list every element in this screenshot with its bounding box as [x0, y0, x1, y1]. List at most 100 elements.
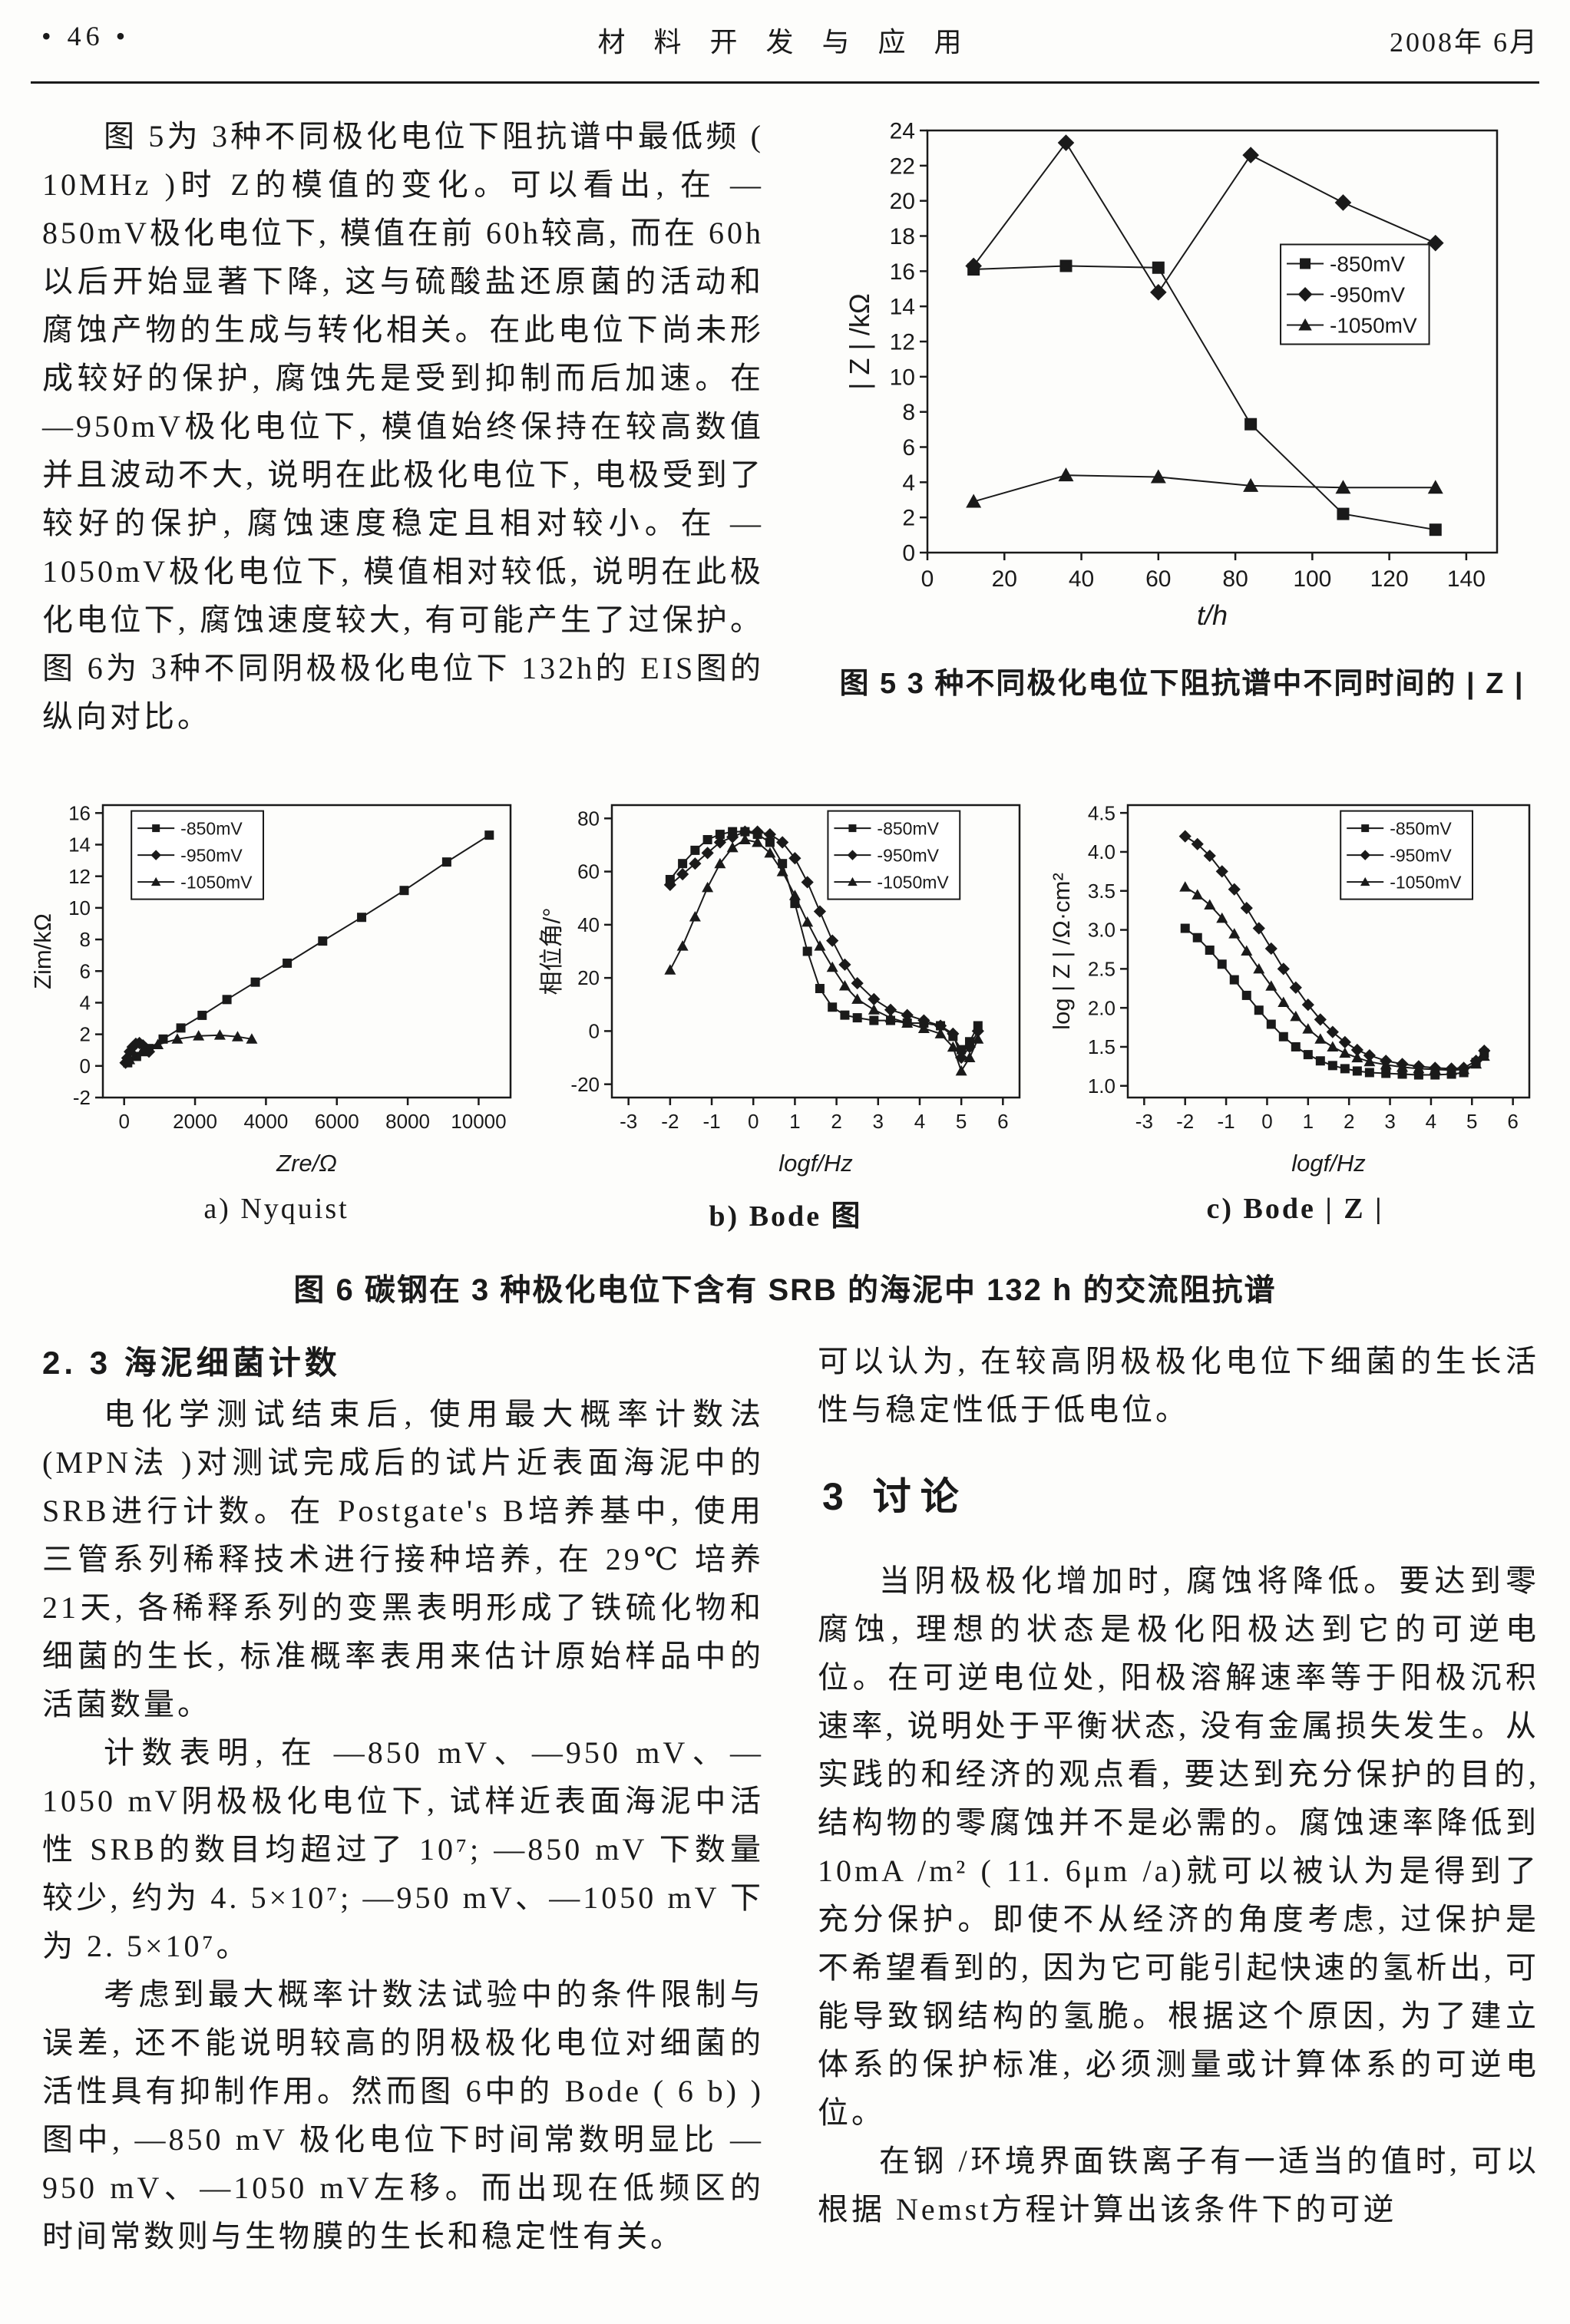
svg-text:120: 120 — [1370, 566, 1409, 592]
svg-text:2: 2 — [902, 506, 915, 531]
svg-text:-1: -1 — [1217, 1110, 1235, 1133]
svg-text:80: 80 — [1222, 566, 1248, 592]
svg-text:4: 4 — [902, 470, 915, 496]
svg-text:10: 10 — [890, 365, 915, 390]
svg-text:-1050mV: -1050mV — [1330, 314, 1417, 338]
svg-text:140: 140 — [1447, 566, 1486, 592]
page-number: • 46 • — [41, 21, 131, 51]
left-column: 2. 3 海泥细菌计数 电化学测试结束后, 使用最大概率计数法 (MPN法 )对… — [42, 1337, 764, 2260]
svg-text:6: 6 — [79, 959, 90, 982]
section-2-3-paragraph-2: 计数表明, 在 —850 mV、—950 mV、—1050 mV阴极极化电位下,… — [42, 1735, 764, 1963]
svg-text:4.5: 4.5 — [1087, 801, 1115, 824]
svg-text:2.5: 2.5 — [1087, 957, 1115, 980]
svg-text:| Z | /kΩ: | Z | /kΩ — [844, 293, 875, 390]
svg-text:4.0: 4.0 — [1087, 840, 1115, 863]
svg-text:80: 80 — [577, 807, 600, 830]
figure6c-label: c) Bode | Z | — [1206, 1193, 1384, 1225]
svg-text:40: 40 — [1069, 566, 1094, 592]
section-2-3-paragraph-3: 考虑到最大概率计数法试验中的条件限制与误差, 还不能说明较高的阴极极化电位对细菌… — [42, 1977, 764, 2253]
svg-text:12: 12 — [890, 330, 915, 355]
svg-text:-850mV: -850mV — [180, 818, 243, 838]
section-2-3-heading: 2. 3 海泥细菌计数 — [42, 1345, 341, 1381]
svg-text:22: 22 — [890, 154, 915, 179]
svg-text:-3: -3 — [620, 1110, 637, 1133]
svg-text:3: 3 — [1384, 1110, 1395, 1133]
svg-text:0: 0 — [902, 541, 915, 566]
svg-text:0: 0 — [79, 1055, 90, 1078]
svg-text:12: 12 — [68, 865, 91, 888]
svg-text:10000: 10000 — [451, 1110, 506, 1133]
figure5-caption: 图 5 3 种不同极化电位下阻抗谱中不同时间的 | Z | — [839, 668, 1525, 700]
svg-text:0: 0 — [589, 1020, 600, 1043]
svg-text:-950mV: -950mV — [1390, 845, 1452, 865]
svg-text:100: 100 — [1293, 566, 1331, 592]
svg-text:相位角/°: 相位角/° — [538, 907, 565, 995]
svg-text:0: 0 — [921, 566, 934, 592]
figure6c-block: -3 -2 -1 0 1 2 3 4 5 6 1.0 1.5 2.0 2.5 3.0 3.5 4.0 4.5 log… — [1046, 794, 1544, 1234]
svg-text:16: 16 — [890, 259, 915, 285]
svg-text:1.5: 1.5 — [1087, 1035, 1115, 1058]
svg-text:8: 8 — [79, 928, 90, 951]
svg-text:3.0: 3.0 — [1087, 919, 1115, 942]
svg-text:0: 0 — [1261, 1110, 1272, 1133]
svg-text:log | Z | /Ω·cm²: log | Z | /Ω·cm² — [1048, 873, 1075, 1030]
svg-text:2: 2 — [831, 1110, 841, 1133]
svg-text:-850mV: -850mV — [1390, 818, 1452, 838]
svg-text:-950mV: -950mV — [877, 845, 939, 865]
svg-text:0: 0 — [118, 1110, 129, 1133]
right-column: 可以认为, 在较高阴极极化电位下细菌的生长活性与稳定性低于低电位。 3 讨论 当… — [818, 1337, 1539, 2260]
svg-text:5: 5 — [1466, 1110, 1477, 1133]
svg-text:5: 5 — [956, 1110, 967, 1133]
svg-text:Zre/Ω: Zre/Ω — [276, 1150, 337, 1177]
svg-text:6: 6 — [1507, 1110, 1518, 1133]
svg-text:logf/Hz: logf/Hz — [778, 1150, 853, 1177]
svg-text:6000: 6000 — [314, 1110, 359, 1133]
svg-text:14: 14 — [890, 295, 915, 320]
svg-text:2: 2 — [79, 1023, 90, 1046]
svg-text:4: 4 — [914, 1110, 925, 1133]
discussion-paragraph-2: 在钢 /环境界面铁离子有一适当的值时, 可以根据 Nemst方程计算出该条件下的… — [818, 2144, 1539, 2227]
figure6a-block: 0 2000 4000 6000 8000 10000 -2 0 2 4 6 8 10 12 14 16 Zre… — [28, 794, 525, 1234]
svg-text:6: 6 — [997, 1110, 1008, 1133]
svg-text:-1050mV: -1050mV — [180, 872, 253, 892]
svg-text:-1: -1 — [702, 1110, 720, 1133]
svg-text:60: 60 — [1145, 566, 1171, 592]
svg-text:20: 20 — [577, 966, 600, 989]
svg-text:-850mV: -850mV — [877, 818, 939, 838]
page-header: • 46 • 材 料 开 发 与 应 用 2008年 6月 — [31, 20, 1539, 58]
svg-text:-1050mV: -1050mV — [1390, 872, 1462, 892]
figure6c-bode-z-chart: -3 -2 -1 0 1 2 3 4 5 6 1.0 1.5 2.0 2.5 3.0 3.5 4.0 4.5 log… — [1046, 794, 1544, 1186]
svg-text:16: 16 — [68, 801, 91, 824]
discussion-paragraph-1: 当阴极极化增加时, 腐蚀将降低。要达到零腐蚀, 理想的状态是极化阳极达到它的可逆… — [818, 1563, 1539, 2130]
svg-text:-850mV: -850mV — [1330, 253, 1405, 276]
figure6b-label: b) Bode 图 — [709, 1200, 863, 1233]
svg-text:-2: -2 — [72, 1086, 90, 1109]
svg-text:4000: 4000 — [243, 1110, 288, 1133]
svg-text:10: 10 — [68, 896, 91, 919]
svg-text:-950mV: -950mV — [1330, 283, 1405, 307]
svg-text:40: 40 — [577, 913, 600, 936]
svg-text:4: 4 — [1425, 1110, 1436, 1133]
intro-paragraph: 图 5为 3种不同极化电位下阻抗谱中最低频 ( 10MHz )时 Z的模值的变化… — [42, 119, 764, 734]
svg-text:20: 20 — [890, 189, 915, 214]
svg-text:-2: -2 — [661, 1110, 679, 1133]
svg-text:24: 24 — [890, 119, 915, 144]
svg-text:8000: 8000 — [385, 1110, 430, 1133]
svg-text:14: 14 — [68, 834, 91, 857]
journal-title: 材 料 开 发 与 应 用 — [597, 27, 973, 58]
svg-text:-1050mV: -1050mV — [877, 872, 949, 892]
figure6-caption: 图 6 碳钢在 3 种极化电位下含有 SRB 的海泥中 132 h 的交流阻抗谱 — [293, 1273, 1277, 1307]
svg-text:t/h: t/h — [1197, 599, 1228, 631]
discussion-lead-paragraph: 可以认为, 在较高阴极极化电位下细菌的生长活性与稳定性低于低电位。 — [818, 1344, 1539, 1427]
figure-5: 0 20 40 60 80 100 120 140 0 2 4 6 8 10 12 14 16 18 20 22 24 t… — [823, 114, 1541, 701]
svg-text:-2: -2 — [1176, 1110, 1194, 1133]
figure6b-bode-phase-chart: -3 -2 -1 0 1 2 3 4 5 6 -20 0 20 40 60 80 logf/Hz 相位角/° -85… — [537, 794, 1035, 1186]
svg-text:60: 60 — [577, 860, 600, 883]
section-3-heading: 3 讨论 — [822, 1475, 968, 1518]
svg-text:18: 18 — [890, 224, 915, 249]
svg-text:4: 4 — [79, 992, 90, 1015]
section-2-3-paragraph-1: 电化学测试结束后, 使用最大概率计数法 (MPN法 )对测试完成后的试片近表面海… — [42, 1397, 764, 1722]
svg-text:1: 1 — [789, 1110, 800, 1133]
figure6a-nyquist-chart: 0 2000 4000 6000 8000 10000 -2 0 2 4 6 8 10 12 14 16 Zre… — [28, 794, 525, 1186]
